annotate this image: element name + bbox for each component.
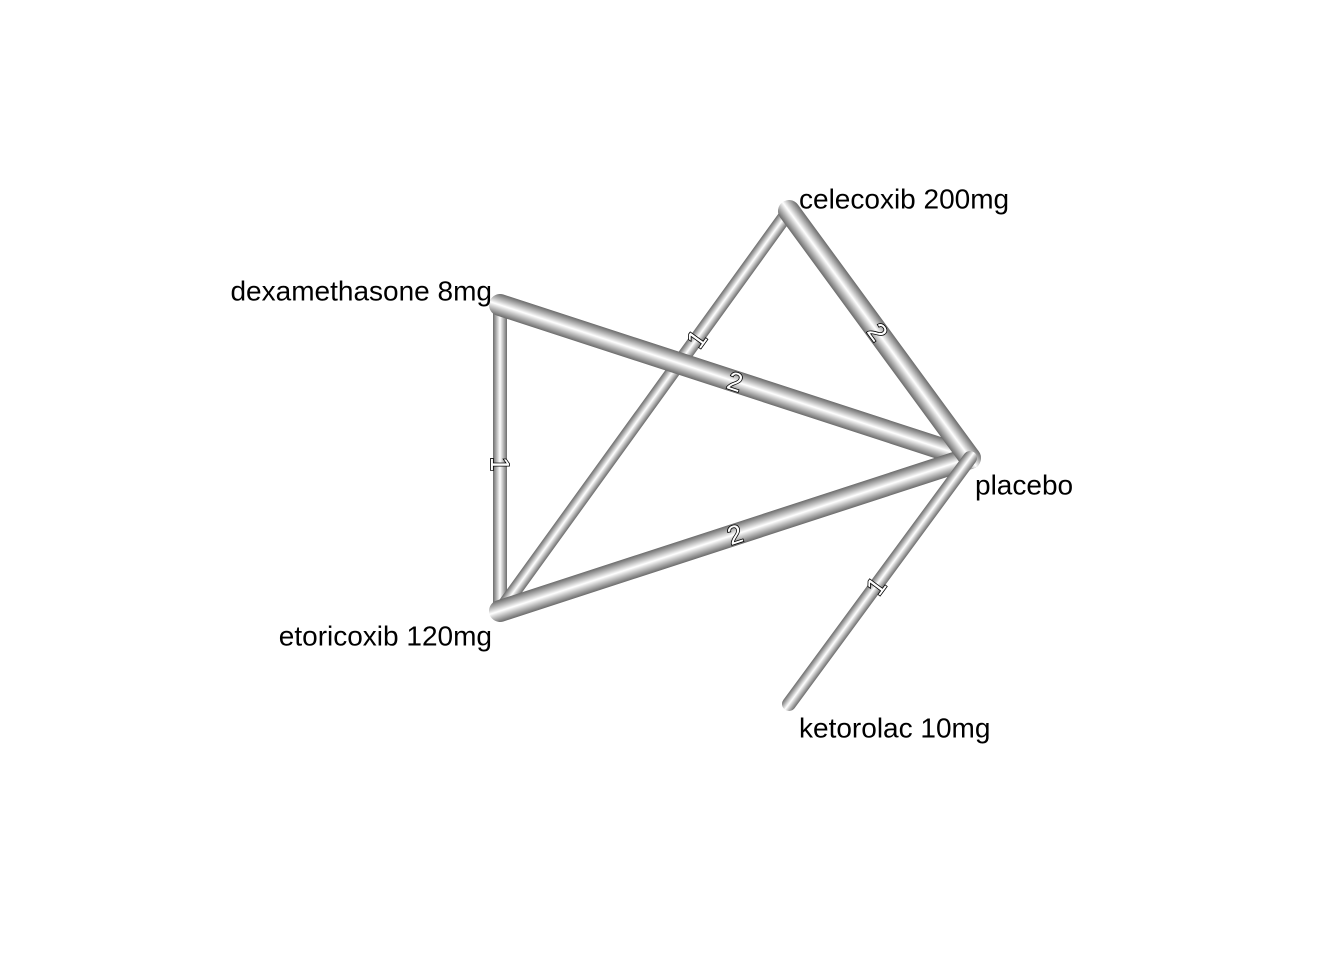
node-label-celecoxib: celecoxib 200mg — [799, 184, 1009, 215]
edge-ketorolac-placebo — [782, 451, 977, 711]
edges-layer — [489, 200, 981, 711]
node-label-dexamethasone: dexamethasone 8mg — [230, 276, 492, 307]
node-label-placebo: placebo — [975, 470, 1073, 501]
edge-celecoxib-placebo — [778, 200, 981, 469]
edge-etoricoxib-celecoxib — [493, 204, 796, 618]
edge-dexamethasone-placebo — [489, 294, 981, 469]
node-labels-layer: celecoxib 200mg dexamethasone 8mg placebo e… — [230, 184, 1073, 744]
node-label-etoricoxib: etoricoxib 120mg — [279, 621, 492, 652]
edge-weight-label: 1 — [485, 457, 515, 471]
edge-etoricoxib-placebo — [489, 447, 981, 622]
node-label-ketorolac: ketorolac 10mg — [799, 713, 990, 744]
